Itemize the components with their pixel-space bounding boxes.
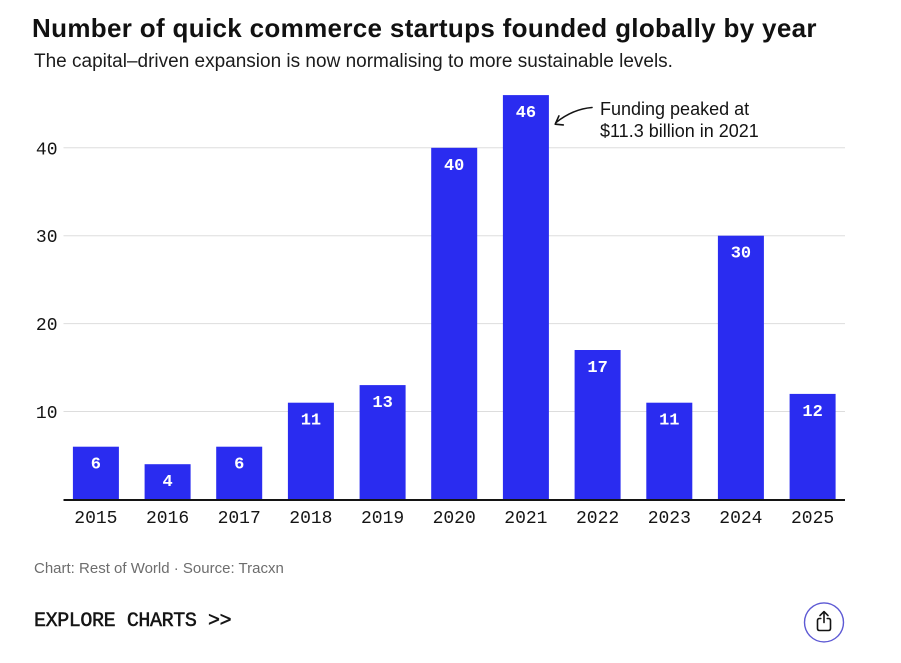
svg-text:2017: 2017 xyxy=(218,509,261,529)
svg-text:2022: 2022 xyxy=(576,509,619,529)
svg-text:30: 30 xyxy=(731,245,751,264)
svg-text:30: 30 xyxy=(36,228,58,248)
svg-text:12: 12 xyxy=(802,403,822,422)
svg-text:2025: 2025 xyxy=(791,509,834,529)
svg-text:2021: 2021 xyxy=(504,509,547,529)
svg-text:2024: 2024 xyxy=(719,509,762,529)
svg-text:13: 13 xyxy=(372,394,392,413)
svg-text:2023: 2023 xyxy=(648,509,691,529)
svg-text:20: 20 xyxy=(36,316,58,336)
svg-text:40: 40 xyxy=(36,140,58,160)
svg-text:4: 4 xyxy=(162,473,172,492)
svg-text:40: 40 xyxy=(444,157,464,176)
svg-text:11: 11 xyxy=(301,412,321,431)
svg-text:2019: 2019 xyxy=(361,509,404,529)
svg-text:17: 17 xyxy=(587,359,607,378)
svg-text:2015: 2015 xyxy=(74,509,117,529)
svg-text:2018: 2018 xyxy=(289,509,332,529)
svg-text:11: 11 xyxy=(659,412,679,431)
svg-text:2016: 2016 xyxy=(146,509,189,529)
svg-text:10: 10 xyxy=(36,404,58,424)
svg-text:46: 46 xyxy=(516,104,536,123)
svg-text:2020: 2020 xyxy=(433,509,476,529)
svg-text:6: 6 xyxy=(234,456,244,475)
svg-text:6: 6 xyxy=(91,456,101,475)
